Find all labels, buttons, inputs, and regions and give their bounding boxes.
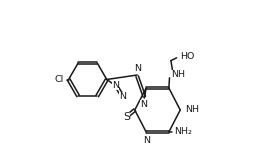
Text: NH: NH	[171, 70, 185, 80]
Text: N: N	[134, 64, 141, 73]
Text: NH₂: NH₂	[174, 128, 192, 136]
Text: NH: NH	[185, 106, 199, 114]
Text: N: N	[140, 100, 147, 109]
Text: N: N	[119, 93, 126, 101]
Text: N: N	[113, 81, 119, 90]
Text: Cl: Cl	[55, 75, 64, 84]
Text: S: S	[123, 112, 130, 122]
Text: N: N	[143, 136, 150, 145]
Text: HO: HO	[180, 52, 194, 61]
